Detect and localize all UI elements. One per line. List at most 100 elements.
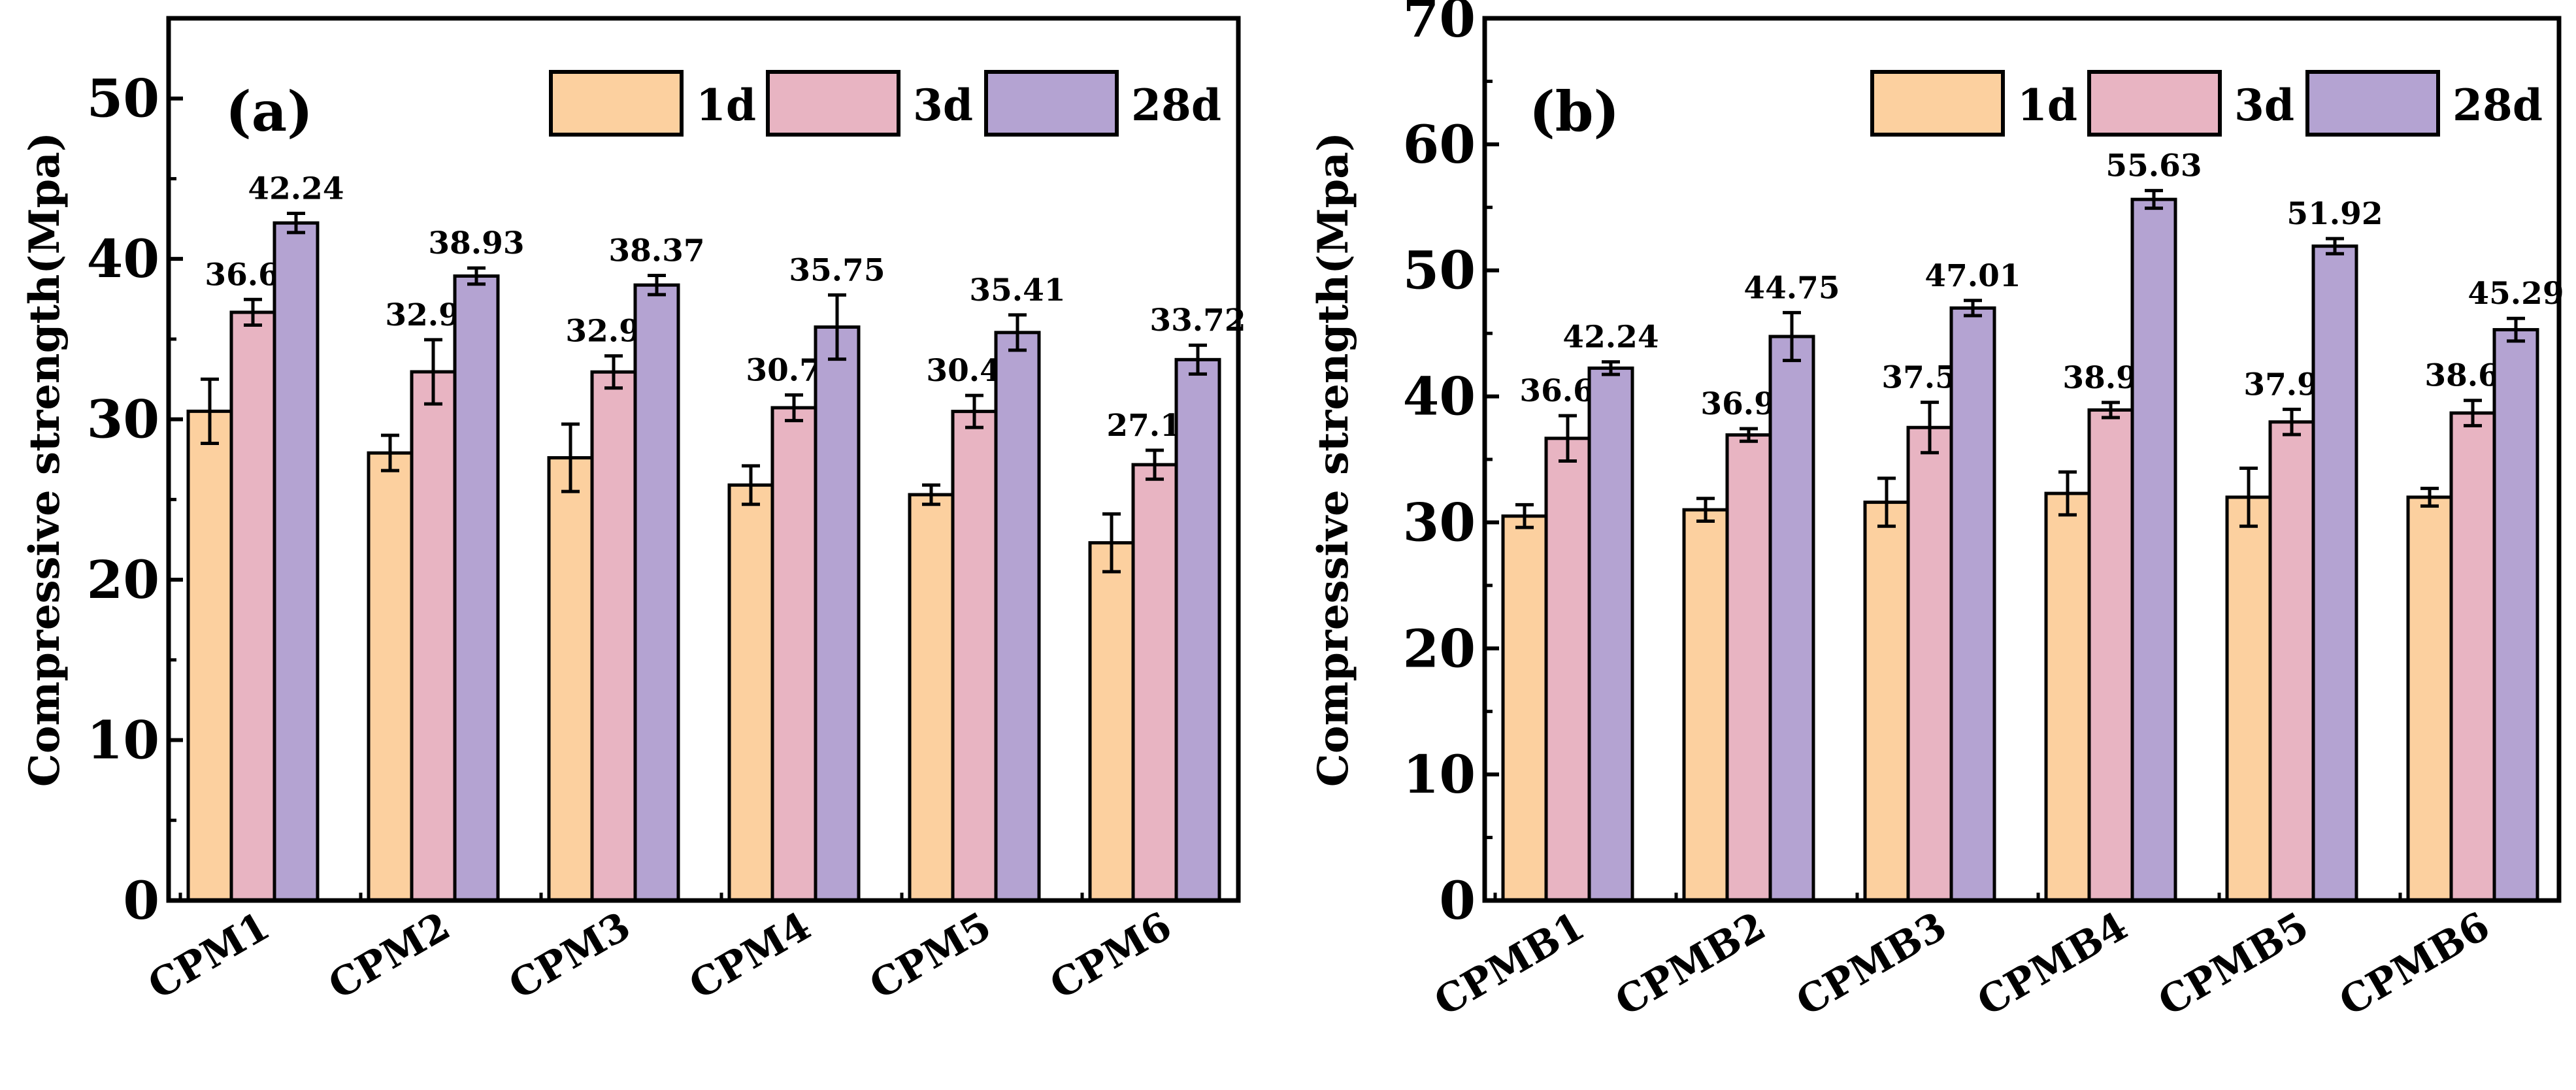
- error-bar-1d-CPMB6: [2420, 486, 2439, 508]
- bar-28d-CPMB6: [2492, 328, 2539, 902]
- error-bar-1d-CPM1: [201, 377, 219, 445]
- y-tick-label: 30: [87, 389, 159, 450]
- error-bar-3d-CPM1: [244, 297, 262, 327]
- data-label-28d-CPMB6: 45.29: [2468, 276, 2564, 312]
- error-bar-1d-CPMB5: [2239, 467, 2258, 528]
- data-label-28d-CPM4: 35.75: [789, 252, 885, 288]
- data-label-28d-CPMB2: 44.75: [1743, 270, 1840, 306]
- bar-3d-CPMB4: [2087, 408, 2134, 902]
- plot-frame: [166, 16, 1241, 903]
- bar-3d-CPMB1: [1544, 437, 1591, 902]
- bar-1d-CPM1: [186, 409, 233, 902]
- error-bar-3d-CPM3: [604, 354, 623, 390]
- error-bar-28d-CPMB2: [1783, 310, 1801, 363]
- panel-label: (b): [1529, 79, 1619, 144]
- legend-swatch-3d: [2087, 70, 2222, 137]
- bar-28d-CPMB2: [1768, 335, 1815, 902]
- error-bar-28d-CPMB4: [2145, 189, 2163, 210]
- bar-3d-CPM1: [229, 310, 276, 902]
- error-bar-1d-CPMB4: [2058, 470, 2077, 517]
- x-tick-label-CPM3: CPM3: [501, 903, 638, 1008]
- error-bar-1d-CPMB1: [1515, 503, 1534, 529]
- bar-28d-CPM3: [633, 283, 680, 902]
- error-bar-1d-CPM6: [1102, 512, 1121, 574]
- y-tick-label: 50: [1403, 240, 1476, 301]
- error-bar-3d-CPMB5: [2283, 407, 2301, 437]
- error-bar-28d-CPMB1: [1602, 360, 1620, 376]
- legend: 1d 3d 28d: [549, 70, 1221, 137]
- bar-3d-CPM6: [1131, 463, 1178, 902]
- legend-swatch-28d: [984, 70, 1119, 137]
- error-bar-28d-CPM5: [1008, 313, 1027, 352]
- data-label-28d-CPMB4: 55.63: [2105, 148, 2202, 184]
- legend-swatch-28d: [2305, 70, 2440, 137]
- data-label-28d-CPM6: 33.72: [1149, 303, 1246, 339]
- data-label-28d-CPM1: 42.24: [248, 171, 344, 206]
- error-bar-28d-CPM4: [828, 293, 846, 361]
- y-axis-title: Compressive strength(Mpa): [1309, 132, 1358, 787]
- bar-1d-CPMB5: [2225, 495, 2272, 902]
- x-tick-label-CPMB4: CPMB4: [1970, 903, 2135, 1025]
- bar-3d-CPM4: [770, 406, 817, 902]
- y-tick-label: 60: [1403, 114, 1476, 175]
- error-bar-3d-CPM2: [424, 338, 442, 406]
- bar-28d-CPMB3: [1949, 306, 1996, 902]
- y-tick-label: 0: [123, 870, 159, 931]
- bar-1d-CPMB6: [2406, 495, 2453, 902]
- error-bar-3d-CPMB3: [1921, 401, 1939, 455]
- bar-1d-CPM3: [547, 456, 594, 902]
- error-bar-1d-CPM3: [561, 422, 580, 493]
- bar-28d-CPM4: [814, 325, 861, 902]
- error-bar-1d-CPM5: [922, 483, 940, 506]
- x-tick-label-CPM5: CPM5: [862, 903, 999, 1008]
- bar-1d-CPMB1: [1501, 514, 1548, 902]
- error-bar-28d-CPMB3: [1964, 299, 1982, 318]
- bar-3d-CPMB2: [1725, 433, 1772, 902]
- legend-swatch-1d: [549, 70, 684, 137]
- x-tick-label-CPMB5: CPMB5: [2151, 903, 2316, 1025]
- bar-3d-CPM2: [410, 370, 457, 902]
- bar-1d-CPMB3: [1863, 501, 1910, 902]
- legend-label-1d: 1d: [2017, 80, 2077, 131]
- error-bar-1d-CPMB3: [1877, 476, 1896, 528]
- legend-label-3d: 3d: [2234, 80, 2294, 131]
- bar-28d-CPMB4: [2130, 197, 2177, 902]
- error-bar-28d-CPM1: [287, 211, 305, 235]
- error-bar-28d-CPM2: [467, 266, 486, 286]
- bar-28d-CPMB1: [1587, 366, 1634, 902]
- y-tick-label: 20: [1403, 618, 1476, 679]
- y-tick-label: 40: [87, 228, 159, 289]
- legend-label-28d: 28d: [1131, 80, 1221, 131]
- y-tick-label: 10: [1403, 744, 1476, 805]
- bar-28d-CPMB5: [2311, 244, 2358, 902]
- bar-1d-CPMB2: [1682, 508, 1729, 902]
- x-tick-label-CPM2: CPM2: [321, 903, 457, 1008]
- bar-3d-CPM5: [951, 410, 998, 902]
- error-bar-28d-CPM6: [1189, 343, 1207, 376]
- legend-swatch-3d: [766, 70, 900, 137]
- data-label-28d-CPMB5: 51.92: [2287, 196, 2383, 232]
- legend: 1d 3d 28d: [1870, 70, 2543, 137]
- data-label-28d-CPM5: 35.41: [969, 272, 1065, 308]
- error-bar-1d-CPM4: [742, 464, 760, 506]
- error-bar-1d-CPM2: [381, 433, 399, 472]
- bar-1d-CPM6: [1088, 541, 1135, 902]
- bar-3d-CPM3: [590, 370, 637, 902]
- y-tick-label: 70: [1403, 0, 1476, 49]
- x-tick-label-CPM6: CPM6: [1042, 903, 1179, 1008]
- data-label-28d-CPMB3: 47.01: [1924, 258, 2021, 294]
- bar-1d-CPMB4: [2044, 491, 2091, 902]
- error-bar-28d-CPMB5: [2326, 237, 2344, 256]
- bar-1d-CPM2: [367, 451, 414, 902]
- error-bar-3d-CPMB4: [2102, 401, 2120, 420]
- y-tick-label: 50: [87, 68, 159, 129]
- data-label-28d-CPM3: 38.37: [608, 233, 704, 269]
- panel-label: (a): [225, 79, 313, 144]
- y-axis-title: Compressive strength(Mpa): [20, 132, 69, 787]
- error-bar-3d-CPM5: [965, 393, 983, 429]
- bar-1d-CPM5: [908, 493, 955, 902]
- y-tick-label: 20: [87, 549, 159, 610]
- bar-28d-CPM1: [272, 221, 320, 902]
